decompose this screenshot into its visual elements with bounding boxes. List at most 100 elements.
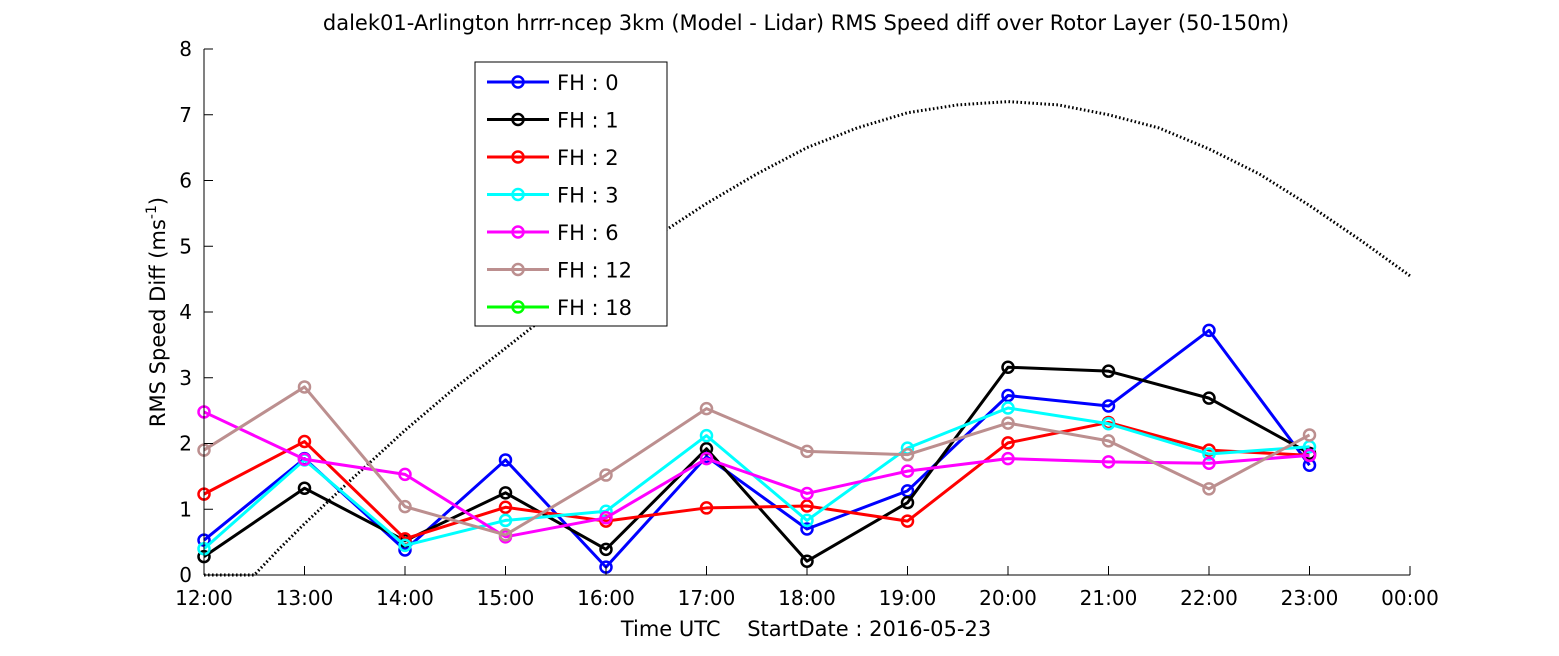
- data-point: [900, 464, 915, 478]
- data-point: [699, 428, 714, 443]
- legend-swatch-marker: [511, 187, 525, 202]
- x-tick-label: 22:00: [1180, 586, 1238, 610]
- legend: FH : 0 FH : 1 FH : 2 FH : 3 FH : 6 FH : 12 FH …: [474, 61, 668, 327]
- data-point: [297, 481, 312, 495]
- legend-label: FH : 2: [557, 146, 619, 170]
- legend-label: FH : 18: [557, 296, 632, 320]
- legend-entry: FH : 2: [487, 146, 619, 170]
- x-tick-label: 19:00: [879, 586, 937, 610]
- legend-label: FH : 6: [557, 221, 619, 245]
- data-point: [398, 499, 412, 514]
- x-tick-label: 16:00: [577, 586, 635, 610]
- legend-entry: FH : 1: [487, 109, 619, 133]
- data-point: [1001, 388, 1015, 403]
- y-tick-label: 8: [179, 37, 192, 61]
- legend-label: FH : 0: [557, 71, 619, 95]
- data-point: [498, 453, 513, 467]
- legend-entry: FH : 3: [487, 184, 619, 208]
- data-point: [297, 452, 312, 467]
- data-point: [800, 499, 814, 513]
- legend-label: FH : 1: [557, 109, 619, 133]
- data-point: [599, 468, 613, 482]
- data-point: [1101, 455, 1116, 469]
- data-point: [800, 522, 814, 536]
- data-point: [1101, 434, 1116, 448]
- data-point: [1101, 364, 1116, 378]
- x-axis-label: Time UTC StartDate : 2016-05-23: [620, 617, 991, 641]
- series-line: [203, 420, 1310, 541]
- chart-title: dalek01-Arlington hrrr-ncep 3km (Model -…: [323, 11, 1289, 35]
- data-point: [900, 495, 915, 510]
- x-tick-label: 23:00: [1281, 586, 1339, 610]
- x-tick-label: 14:00: [376, 586, 434, 610]
- data-point: [1101, 399, 1116, 413]
- data-point: [800, 444, 814, 459]
- data-point: [1001, 436, 1015, 450]
- reference-curve-layer: [204, 100, 1411, 577]
- series-layer: [197, 323, 1317, 574]
- x-tick-label: 12:00: [175, 586, 233, 610]
- series-line: [203, 410, 1310, 539]
- data-point: [398, 467, 412, 482]
- x-ticks: 12:00 13:00 14:00 15:00 16:00 17:00 18:00 19:00…: [175, 566, 1439, 610]
- data-point: [1001, 360, 1015, 374]
- legend-entry: FH : 0: [487, 71, 619, 95]
- data-point: [800, 513, 814, 528]
- series-line: [203, 406, 1310, 550]
- data-point: [1001, 451, 1015, 466]
- legend-swatch-marker: [511, 262, 525, 277]
- data-point: [599, 542, 613, 557]
- y-tick-label: 2: [179, 432, 192, 456]
- data-point: [297, 434, 312, 449]
- data-point: [1202, 456, 1216, 470]
- y-tick-label: 6: [179, 169, 192, 193]
- legend-swatch-marker: [511, 75, 525, 89]
- y-tick-label: 7: [179, 103, 192, 127]
- data-point: [1202, 482, 1216, 496]
- x-tick-label: 20:00: [979, 586, 1037, 610]
- reference-curve: [204, 100, 1411, 577]
- legend-swatch-marker: [511, 300, 525, 314]
- legend-swatch-marker: [511, 112, 525, 127]
- data-point: [498, 528, 513, 542]
- y-tick-label: 1: [179, 497, 192, 521]
- x-tick-label: 15:00: [477, 586, 535, 610]
- y-ticks: 0 1 2 3 4 5 6 7 8: [179, 37, 213, 587]
- legend-entry: FH : 18: [487, 296, 632, 320]
- legend-entry: FH : 12: [487, 259, 632, 283]
- data-point: [599, 511, 613, 525]
- y-axis-label: RMS Speed Diff (ms-1): [144, 197, 170, 427]
- series-4: [197, 405, 1317, 544]
- data-point: [699, 451, 714, 466]
- legend-swatch-marker: [511, 225, 525, 239]
- y-tick-label: 5: [179, 234, 192, 258]
- data-point: [699, 501, 714, 515]
- y-tick-label: 0: [179, 563, 192, 587]
- x-tick-label: 18:00: [778, 586, 836, 610]
- data-point: [1101, 417, 1116, 431]
- data-point: [1302, 428, 1317, 442]
- data-point: [1001, 416, 1015, 430]
- data-point: [498, 513, 513, 528]
- y-axis-label-main: RMS Speed Diff (ms: [146, 219, 170, 427]
- y-tick-label: 4: [179, 300, 192, 324]
- data-point: [1001, 401, 1015, 415]
- series-line: [203, 385, 1311, 537]
- y-axis-label-suffix: ): [146, 197, 170, 205]
- data-point: [498, 500, 513, 515]
- data-point: [398, 538, 412, 553]
- data-point: [900, 447, 915, 462]
- y-axis-label-superscript: -1: [144, 205, 160, 219]
- legend-entry: FH : 6: [487, 221, 619, 245]
- legend-label: FH : 12: [557, 259, 632, 283]
- x-tick-label: 00:00: [1381, 586, 1439, 610]
- data-point: [1202, 323, 1216, 338]
- x-tick-label: 17:00: [678, 586, 736, 610]
- data-point: [1202, 391, 1216, 405]
- x-tick-label: 13:00: [276, 586, 334, 610]
- data-point: [297, 380, 312, 394]
- data-point: [900, 514, 915, 528]
- legend-swatch-marker: [511, 150, 525, 164]
- series-line: [203, 328, 1311, 569]
